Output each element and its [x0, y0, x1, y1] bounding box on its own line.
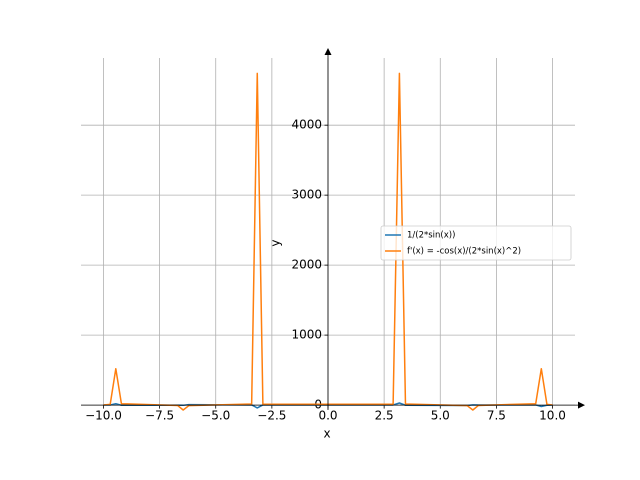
- x-tick-label: 10.0: [539, 409, 566, 423]
- x-tick-label: −2.5: [257, 409, 286, 423]
- y-axis-label: y: [269, 239, 283, 246]
- x-tick-label: −7.5: [145, 409, 174, 423]
- x-tick-label: −5.0: [201, 409, 230, 423]
- x-axis-arrow: [578, 401, 585, 409]
- y-tick-label: 2000: [291, 258, 322, 272]
- x-tick-label: 7.5: [487, 409, 506, 423]
- x-tick-label: −10.0: [85, 409, 122, 423]
- legend-label: 1/(2*sin(x)): [407, 231, 455, 241]
- x-tick-label: 2.5: [375, 409, 394, 423]
- legend-label: f'(x) = -cos(x)/(2*sin(x)^2): [407, 247, 521, 257]
- legend-box: [380, 225, 572, 261]
- y-tick-label: 1000: [291, 328, 322, 342]
- y-axis-arrow: [324, 48, 332, 55]
- x-tick-label: 0.0: [318, 409, 337, 423]
- x-tick-label: 5.0: [431, 409, 450, 423]
- x-axis-label: x: [323, 427, 330, 441]
- y-tick-label: 4000: [291, 118, 322, 132]
- y-tick-label: 3000: [291, 188, 322, 202]
